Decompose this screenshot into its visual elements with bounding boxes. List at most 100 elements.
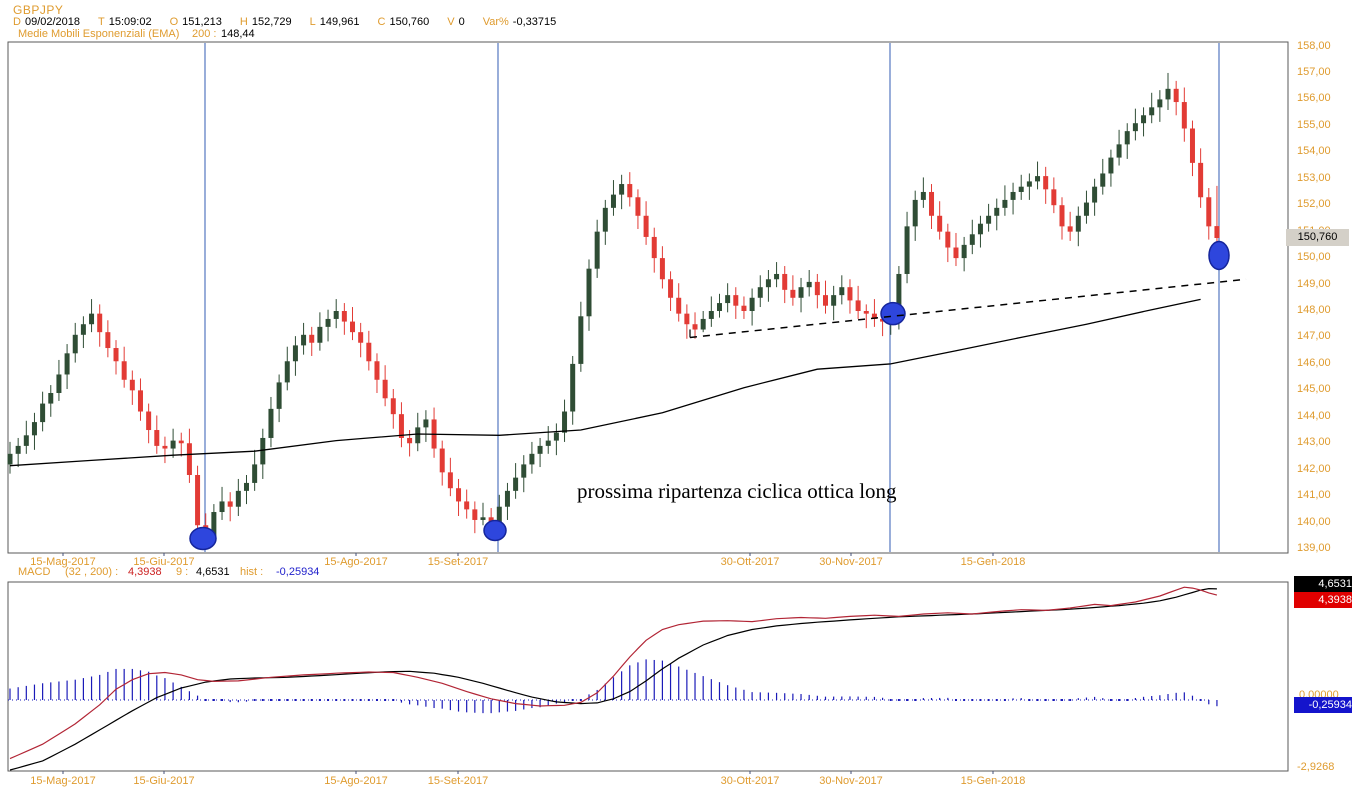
candle-body (896, 273, 902, 317)
candle-body (276, 382, 282, 409)
cycle-low-marker (1208, 240, 1230, 271)
candle-body (1018, 186, 1024, 192)
price-tick-label: 140,00 (1297, 515, 1331, 528)
macd-hist-dot (1109, 699, 1112, 701)
macd-hist-dot (1060, 699, 1063, 701)
candle-body (89, 313, 95, 325)
candle-body (733, 295, 739, 306)
candle-body (301, 334, 307, 346)
macd-hist-dot (253, 699, 256, 701)
candle-body (708, 311, 714, 319)
last-price-box: 150,760 (1286, 229, 1349, 246)
candle-body (578, 316, 584, 364)
quote-field-label: H (239, 16, 248, 28)
candle-body (439, 448, 445, 473)
macd-hist-dot (1044, 699, 1047, 701)
candle-body (904, 226, 910, 274)
quote-field-label: V (447, 16, 455, 28)
macd-hist-dot (359, 699, 362, 701)
candle-body (700, 318, 706, 330)
macd-hist-dot (302, 699, 305, 701)
price-tick-label: 152,00 (1297, 198, 1331, 211)
quote-field-value: 09/02/2018 (24, 16, 81, 28)
candle-body (15, 445, 21, 454)
quote-field: H 152,729 (240, 16, 292, 28)
candle-body (374, 361, 380, 380)
candle-body (1043, 176, 1049, 190)
candle-body (456, 488, 462, 502)
date-tick-label: 15-Mag-2017 (30, 556, 96, 568)
quote-header-row: D 09/02/2018 T 15:09:02 O 151,213 H 152,729 L 149… (13, 16, 570, 28)
macd-hist-dot (310, 699, 313, 701)
candle-body (847, 287, 853, 301)
date-tick-label: 15-Giu-2017 (133, 775, 195, 787)
price-tick-label: 154,00 (1297, 145, 1331, 158)
quote-field-label: O (169, 16, 179, 28)
price-tick-label: 141,00 (1297, 489, 1331, 502)
date-tick-label: 15-Gen-2018 (960, 775, 1026, 787)
candle-body (252, 464, 258, 483)
candle-body (977, 223, 983, 235)
date-tick-label: 30-Ott-2017 (720, 556, 780, 568)
chart-annotation-text: prossima ripartenza ciclica ottica long (577, 479, 897, 503)
quote-field-label: C (377, 16, 386, 28)
candle-body (309, 334, 315, 343)
date-tick-label: 15-Set-2017 (427, 556, 489, 568)
macd-hist-dot (897, 699, 900, 701)
candle-body (407, 437, 413, 444)
candle-body (1198, 162, 1204, 198)
candle-body (757, 287, 763, 298)
candle-body (594, 231, 600, 269)
date-tick-label: 15-Mag-2017 (30, 775, 96, 787)
candle-body (659, 258, 665, 280)
candle-body (749, 297, 755, 311)
macd-hist-dot (1036, 699, 1039, 701)
macd-hist-dot (375, 699, 378, 701)
candle-body (1132, 123, 1138, 132)
quote-field: T 15:09:02 (98, 16, 152, 28)
candle-body (154, 430, 160, 446)
macd-hist-dot (954, 699, 957, 701)
date-tick-label: 15-Ago-2017 (324, 556, 388, 568)
candle-body (390, 398, 396, 415)
candle-body (472, 509, 478, 520)
candle-body (521, 464, 527, 478)
price-tick-label: 143,00 (1297, 436, 1331, 449)
candle-body (692, 324, 698, 330)
quote-field-label: L (309, 16, 316, 28)
macd-hist-dot (1199, 699, 1202, 701)
candle-body (7, 453, 13, 465)
candle-body (415, 427, 421, 444)
date-tick-label: 30-Nov-2017 (819, 775, 883, 787)
candle-body (855, 300, 861, 311)
macd-hist-dot (318, 699, 321, 701)
candle-body (782, 273, 788, 290)
candle-body (219, 501, 225, 513)
candle-body (562, 411, 568, 433)
price-tick-label: 142,00 (1297, 462, 1331, 475)
macd-hist-dot (327, 699, 330, 701)
candle-body (1165, 88, 1171, 100)
quote-field: D 09/02/2018 (13, 16, 80, 28)
candle-body (1157, 99, 1163, 108)
price-tick-label: 145,00 (1297, 383, 1331, 396)
candle-body (1010, 191, 1016, 200)
candle-body (1206, 197, 1212, 227)
price-tick-label: 149,00 (1297, 277, 1331, 290)
candle-body (1116, 144, 1122, 158)
price-tick-label: 144,00 (1297, 409, 1331, 422)
candle-body (1108, 157, 1114, 174)
candle-body (186, 443, 192, 475)
macd-hist-dot (1052, 699, 1055, 701)
candle-body (292, 345, 298, 362)
price-tick-label: 155,00 (1297, 118, 1331, 131)
price-tick-label: 158,00 (1297, 39, 1331, 52)
macd-panel-frame (7, 581, 1289, 772)
macd-hist-dot (1003, 699, 1006, 701)
dashed-trendline (689, 278, 1247, 339)
macd-signal-label: 9 : (176, 566, 189, 578)
ema-legend-period: 200 : (192, 28, 217, 40)
